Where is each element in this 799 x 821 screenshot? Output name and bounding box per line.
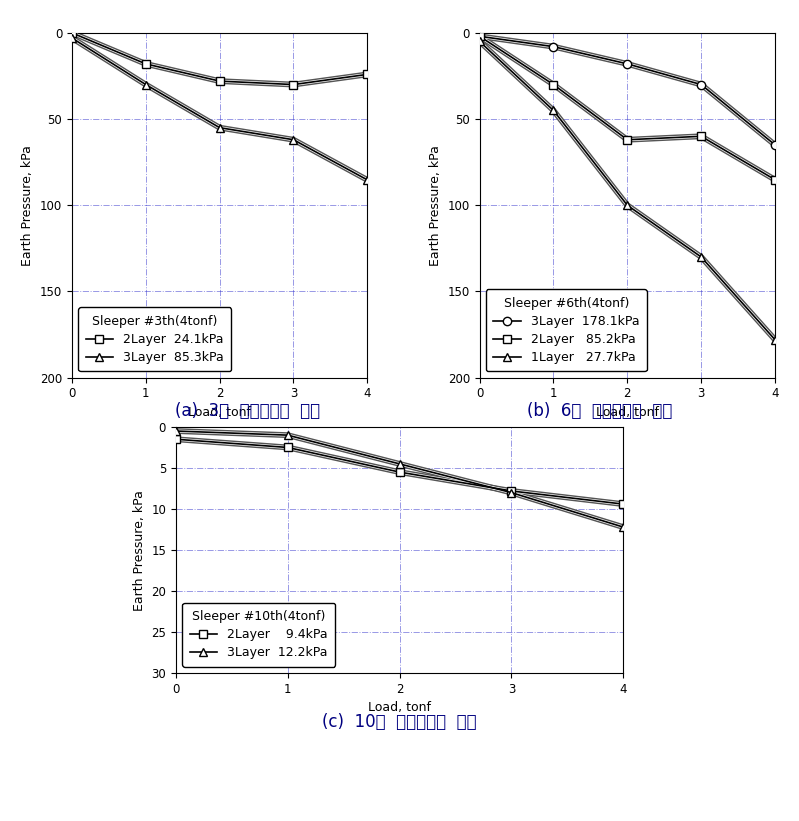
1Layer   27.7kPa	[770, 335, 780, 345]
Line: 2Layer  24.1kPa: 2Layer 24.1kPa	[68, 29, 372, 89]
Text: (c)  10번  침목에서의  토압: (c) 10번 침목에서의 토압	[322, 713, 477, 732]
3Layer  178.1kPa	[549, 42, 559, 52]
3Layer  178.1kPa	[622, 59, 632, 69]
3Layer  85.3kPa	[288, 135, 298, 144]
2Layer   85.2kPa	[475, 31, 484, 41]
2Layer  24.1kPa	[215, 76, 225, 86]
1Layer   27.7kPa	[697, 252, 706, 262]
1Layer   27.7kPa	[549, 105, 559, 115]
Legend: 2Layer    9.4kPa, 3Layer  12.2kPa: 2Layer 9.4kPa, 3Layer 12.2kPa	[182, 603, 335, 667]
Line: 2Layer    9.4kPa: 2Layer 9.4kPa	[172, 435, 627, 508]
X-axis label: Load, tonf: Load, tonf	[596, 406, 659, 419]
3Layer  12.2kPa	[618, 522, 628, 532]
3Layer  85.3kPa	[141, 80, 150, 89]
Text: (b)  6번  침목에서의  토압: (b) 6번 침목에서의 토압	[527, 401, 672, 420]
3Layer  12.2kPa	[507, 488, 516, 498]
Y-axis label: Earth Pressure, kPa: Earth Pressure, kPa	[429, 144, 442, 266]
1Layer   27.7kPa	[622, 200, 632, 210]
2Layer    9.4kPa	[618, 499, 628, 509]
1Layer   27.7kPa	[475, 36, 484, 46]
2Layer  24.1kPa	[363, 70, 372, 80]
2Layer  24.1kPa	[67, 28, 77, 38]
3Layer  85.3kPa	[215, 122, 225, 132]
2Layer   85.2kPa	[549, 80, 559, 89]
3Layer  178.1kPa	[770, 140, 780, 149]
2Layer  24.1kPa	[141, 59, 150, 69]
Line: 3Layer  178.1kPa: 3Layer 178.1kPa	[475, 32, 779, 149]
2Layer    9.4kPa	[171, 434, 181, 444]
Line: 3Layer  85.3kPa: 3Layer 85.3kPa	[68, 34, 372, 184]
3Layer  12.2kPa	[395, 459, 404, 469]
Line: 1Layer   27.7kPa: 1Layer 27.7kPa	[475, 37, 779, 344]
Line: 3Layer  12.2kPa: 3Layer 12.2kPa	[172, 427, 627, 531]
Legend: 3Layer  178.1kPa, 2Layer   85.2kPa, 1Layer   27.7kPa: 3Layer 178.1kPa, 2Layer 85.2kPa, 1Layer …	[486, 290, 647, 371]
2Layer  24.1kPa	[288, 80, 298, 89]
2Layer    9.4kPa	[507, 486, 516, 496]
3Layer  85.3kPa	[363, 175, 372, 185]
X-axis label: Load, tonf: Load, tonf	[188, 406, 251, 419]
2Layer    9.4kPa	[395, 467, 404, 477]
3Layer  12.2kPa	[171, 426, 181, 436]
Text: (a)  3번  침목에서의  토압: (a) 3번 침목에서의 토압	[175, 401, 320, 420]
3Layer  12.2kPa	[283, 430, 292, 440]
2Layer    9.4kPa	[283, 443, 292, 452]
Legend: 2Layer  24.1kPa, 3Layer  85.3kPa: 2Layer 24.1kPa, 3Layer 85.3kPa	[78, 307, 232, 371]
2Layer   85.2kPa	[770, 175, 780, 185]
Line: 2Layer   85.2kPa: 2Layer 85.2kPa	[475, 32, 779, 184]
Y-axis label: Earth Pressure, kPa: Earth Pressure, kPa	[133, 489, 145, 611]
3Layer  178.1kPa	[697, 80, 706, 89]
3Layer  85.3kPa	[67, 33, 77, 43]
2Layer   85.2kPa	[697, 131, 706, 141]
X-axis label: Load, tonf: Load, tonf	[368, 701, 431, 714]
2Layer   85.2kPa	[622, 135, 632, 144]
Y-axis label: Earth Pressure, kPa: Earth Pressure, kPa	[22, 144, 34, 266]
3Layer  178.1kPa	[475, 31, 484, 41]
